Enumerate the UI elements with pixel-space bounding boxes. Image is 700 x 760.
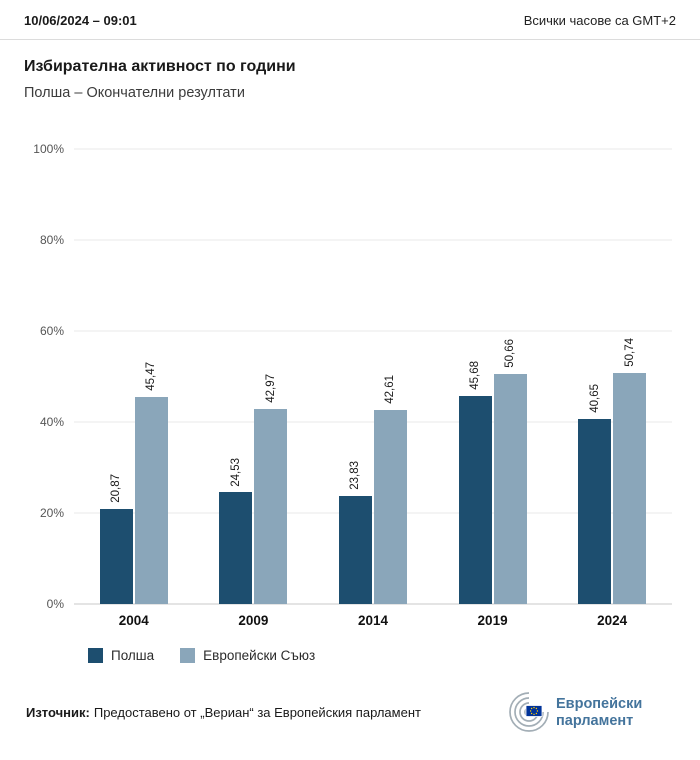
legend-item: Полша: [88, 648, 154, 663]
bar-group: 24,53 42,97: [194, 149, 314, 604]
gridline: [74, 148, 672, 150]
y-tick-label: 0%: [46, 597, 64, 611]
source-text: Източник: Предоставено от „Вериан“ за Евр…: [26, 705, 421, 720]
x-axis: 2004 2009 2014 2019 2024: [74, 604, 672, 628]
gridline: [74, 512, 672, 514]
page-title: Избирателна активност по години: [24, 58, 296, 75]
bar: 42,97: [254, 374, 288, 604]
bar-group: 20,87 45,47: [74, 149, 194, 604]
legend-item: Европейски Съюз: [180, 648, 315, 663]
bar-value-label: 23,83: [349, 460, 362, 490]
header-datetime: 10/06/2024 – 09:01: [24, 13, 137, 28]
bar: 50,74: [613, 338, 647, 604]
legend-swatch: [88, 648, 103, 663]
bar: 23,83: [338, 461, 372, 604]
y-tick-label: 60%: [39, 324, 64, 338]
gridline: [74, 330, 672, 332]
bar-value-label: 42,97: [264, 373, 277, 403]
bar-group: 23,83 42,61: [313, 149, 433, 604]
header-timezone-note: Всички часове са GMT+2: [523, 13, 676, 28]
bar-group: 45,68 50,66: [433, 149, 553, 604]
bar: 42,61: [373, 375, 407, 604]
bar-value-label: 50,74: [623, 338, 636, 368]
ep-logo: Европейски парламент: [509, 692, 642, 732]
bar-value-label: 24,53: [229, 457, 242, 487]
page-subtitle: Полша – Окончателни резултати: [24, 85, 245, 101]
y-tick-label: 80%: [39, 233, 64, 247]
bar-groups: 20,87 45,47 24,53 42,97 23,83 42,61 45,68 50,66…: [74, 149, 672, 604]
legend: Полша Европейски Съюз: [88, 648, 672, 663]
bar: 45,47: [134, 362, 168, 604]
x-axis-label: 2004: [118, 613, 149, 628]
bar-value-label: 42,61: [384, 375, 397, 405]
bar: 40,65: [578, 384, 612, 604]
bar: 20,87: [99, 474, 133, 604]
bar-value-label: 45,47: [145, 362, 158, 392]
bar-value-label: 50,66: [504, 338, 517, 368]
bar: 24,53: [219, 458, 253, 604]
x-axis-label: 2024: [597, 613, 628, 628]
plot-area: 0% 20% 40% 60% 80% 100% 20,87 45,47 24,53 42,97 23…: [33, 142, 672, 611]
bar-group: 40,65 50,74: [552, 149, 672, 604]
title-block: Избирателна активност по години Полша – …: [0, 40, 700, 101]
y-tick-label: 40%: [39, 415, 64, 429]
bar: 45,68: [458, 361, 492, 604]
gridline: [74, 239, 672, 241]
legend-label: Европейски Съюз: [203, 648, 316, 663]
legend-swatch: [180, 648, 196, 663]
gridline: [74, 603, 672, 605]
y-tick-label: 100%: [33, 142, 64, 156]
footer: Източник: Предоставено от „Вериан“ за Евр…: [0, 689, 700, 735]
bar-value-label: 20,87: [110, 474, 123, 504]
gridline: [74, 421, 672, 423]
legend-label: Полша: [111, 648, 155, 663]
source-body: Предоставено от „Вериан“ за Европейския …: [93, 704, 421, 720]
bar: 50,66: [493, 339, 527, 604]
bar-value-label: 40,65: [588, 384, 601, 414]
top-bar: 10/06/2024 – 09:01 Всички часове са GMT+…: [0, 0, 700, 40]
eu-flag-icon: [525, 705, 543, 717]
x-axis-label: 2019: [477, 613, 508, 628]
x-axis-label: 2014: [357, 613, 388, 628]
bar-value-label: 45,68: [469, 361, 482, 391]
source-label: Източник:: [26, 704, 90, 720]
ep-logo-text-line2: парламент: [556, 713, 633, 729]
y-tick-label: 20%: [39, 506, 64, 520]
turnout-chart: 0% 20% 40% 60% 80% 100% 20,87 45,47 24,53 42,97 23…: [28, 142, 672, 663]
ep-logo-text-line1: Европейски: [556, 696, 642, 712]
x-axis-label: 2009: [238, 613, 269, 628]
